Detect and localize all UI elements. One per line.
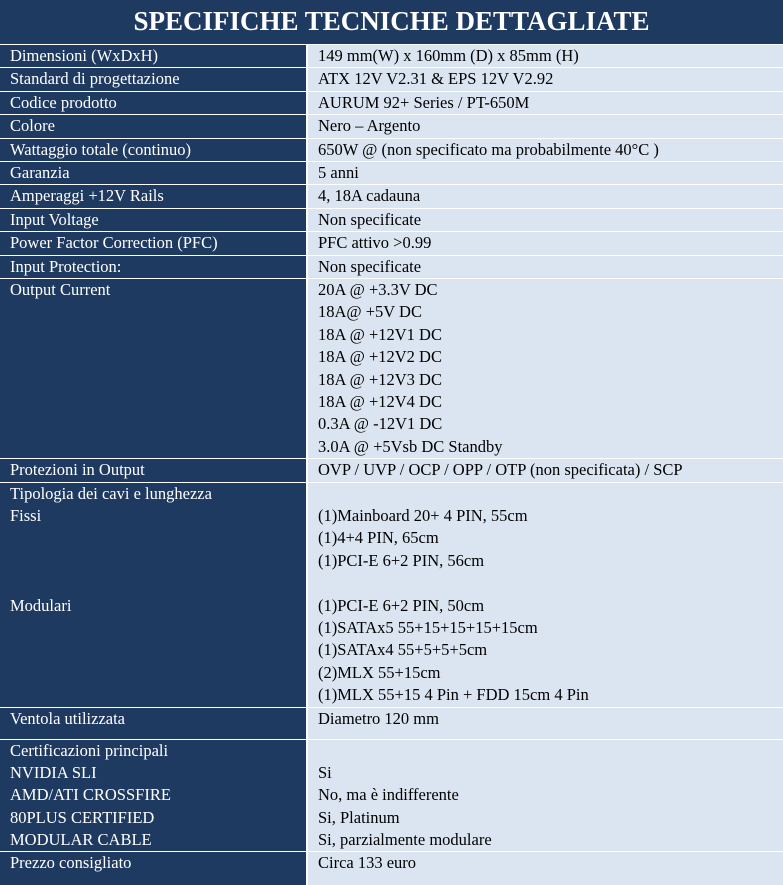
output-line: 0.3A @ -12V1 DC: [318, 414, 443, 434]
spec-table: Dimensioni (WxDxH) 149 mm(W) x 160mm (D) …: [0, 45, 783, 885]
fixed-label: Fissi: [10, 505, 42, 525]
table-row: Standard di progettazione ATX 12V V2.31 &…: [0, 67, 783, 92]
table-row-fan: Ventola utilizzata Diametro 120 mm: [0, 707, 783, 740]
row-label: Power Factor Correction (PFC): [0, 231, 308, 256]
output-line: 20A @ +3.3V DC: [318, 280, 438, 300]
row-value: (1)Mainboard 20+ 4 PIN, 55cm (1)4+4 PIN,…: [307, 482, 783, 708]
row-label: Input Voltage: [0, 208, 308, 233]
table-row: Codice prodotto AURUM 92+ Series / PT-650…: [0, 91, 783, 116]
cables-label: Tipologia dei cavi e lunghezza: [10, 483, 212, 503]
cable-line: (1)SATAx5 55+15+15+15+15cm: [318, 617, 538, 637]
output-line: 18A @ +12V4 DC: [318, 392, 442, 412]
cert-item-label: MODULAR CABLE: [10, 830, 152, 850]
table-row: Colore Nero – Argento: [0, 114, 783, 139]
cable-line: (1)PCI-E 6+2 PIN, 50cm: [318, 595, 485, 615]
row-label: Prezzo consigliato: [0, 851, 308, 885]
row-value: OVP / UVP / OCP / OPP / OTP (non specifi…: [307, 458, 783, 483]
table-row: Power Factor Correction (PFC) PFC attivo …: [0, 231, 783, 256]
row-label: Colore: [0, 114, 308, 139]
row-label: Dimensioni (WxDxH): [0, 45, 308, 69]
table-row: Amperaggi +12V Rails 4, 18A cadauna: [0, 184, 783, 209]
output-line: 18A @ +12V2 DC: [318, 347, 442, 367]
table-row-cables: Tipologia dei cavi e lunghezza Fissi Mod…: [0, 482, 783, 708]
row-value: 4, 18A cadauna: [307, 184, 783, 209]
cable-line: (1)4+4 PIN, 65cm: [318, 528, 439, 548]
row-label: Wattaggio totale (continuo): [0, 138, 308, 163]
table-row-certifications: Certificazioni principali NVIDIA SLI AMD…: [0, 739, 783, 853]
table-row: Input Voltage Non specificate: [0, 208, 783, 233]
modular-label: Modulari: [10, 595, 72, 615]
table-row-output-current: Output Current 20A @ +3.3V DC 18A@ +5V D…: [0, 278, 783, 460]
table-row: Input Protection: Non specificate: [0, 255, 783, 280]
table-row: Garanzia 5 anni: [0, 161, 783, 186]
cert-item-value: Si: [318, 762, 332, 782]
output-line: 3.0A @ +5Vsb DC Standby: [318, 436, 503, 456]
cert-item-label: 80PLUS CERTIFIED: [10, 807, 155, 827]
row-value: Circa 133 euro: [307, 851, 783, 885]
row-value: 5 anni: [307, 161, 783, 186]
row-value: AURUM 92+ Series / PT-650M: [307, 91, 783, 116]
row-value: Non specificate: [307, 255, 783, 280]
cable-line: (1)Mainboard 20+ 4 PIN, 55cm: [318, 505, 528, 525]
cert-item-value: Si, Platinum: [318, 807, 400, 827]
cable-line: (1)PCI-E 6+2 PIN, 56cm: [318, 550, 485, 570]
cert-item-label: AMD/ATI CROSSFIRE: [10, 785, 171, 805]
page-title: SPECIFICHE TECNICHE DETTAGLIATE: [0, 0, 783, 45]
row-label: Codice prodotto: [0, 91, 308, 116]
cable-line: (1)MLX 55+15 4 Pin + FDD 15cm 4 Pin: [318, 685, 589, 705]
output-line: 18A @ +12V3 DC: [318, 369, 442, 389]
output-line: 18A@ +5V DC: [318, 302, 422, 322]
row-value: ATX 12V V2.31 & EPS 12V V2.92: [307, 67, 783, 92]
table-row: Wattaggio totale (continuo) 650W @ (non s…: [0, 138, 783, 163]
cert-item-label: NVIDIA SLI: [10, 762, 97, 782]
row-value: 149 mm(W) x 160mm (D) x 85mm (H): [307, 45, 783, 69]
cable-line: (2)MLX 55+15cm: [318, 662, 441, 682]
row-label: Garanzia: [0, 161, 308, 186]
row-value: PFC attivo >0.99: [307, 231, 783, 256]
cert-item-value: No, ma è indifferente: [318, 785, 459, 805]
row-label: Ventola utilizzata: [0, 707, 308, 740]
row-value: Nero – Argento: [307, 114, 783, 139]
table-row: Dimensioni (WxDxH) 149 mm(W) x 160mm (D) …: [0, 45, 783, 69]
row-label: Protezioni in Output: [0, 458, 308, 483]
row-label: Certificazioni principali NVIDIA SLI AMD…: [0, 739, 308, 853]
row-label: Output Current: [0, 278, 308, 460]
cert-label: Certificazioni principali: [10, 740, 169, 760]
row-value: 20A @ +3.3V DC 18A@ +5V DC 18A @ +12V1 D…: [307, 278, 783, 460]
row-value: Non specificate: [307, 208, 783, 233]
row-label: Amperaggi +12V Rails: [0, 184, 308, 209]
cable-line: (1)SATAx4 55+5+5+5cm: [318, 640, 488, 660]
table-row-protections: Protezioni in Output OVP / UVP / OCP / O…: [0, 458, 783, 483]
row-value: 650W @ (non specificato ma probabilmente…: [307, 138, 783, 163]
table-row-price: Prezzo consigliato Circa 133 euro: [0, 851, 783, 885]
row-label: Tipologia dei cavi e lunghezza Fissi Mod…: [0, 482, 308, 708]
row-value: Si No, ma è indifferente Si, Platinum Si…: [307, 739, 783, 853]
cert-item-value: Si, parzialmente modulare: [318, 830, 492, 850]
row-label: Standard di progettazione: [0, 67, 308, 92]
output-line: 18A @ +12V1 DC: [318, 324, 442, 344]
row-value: Diametro 120 mm: [307, 707, 783, 740]
row-label: Input Protection:: [0, 255, 308, 280]
